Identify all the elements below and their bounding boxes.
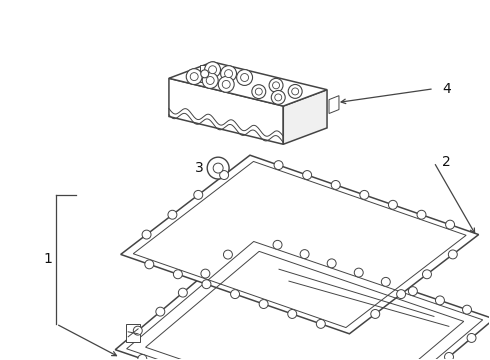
Circle shape [201,269,210,278]
Circle shape [133,326,142,335]
Circle shape [224,69,233,78]
Polygon shape [121,155,479,334]
Circle shape [317,319,325,328]
Circle shape [138,355,147,360]
Circle shape [436,296,444,305]
Circle shape [255,88,262,95]
Circle shape [173,270,182,279]
Circle shape [237,69,252,85]
Circle shape [272,82,279,89]
Circle shape [218,76,234,92]
Circle shape [207,157,229,179]
Circle shape [448,250,457,259]
Circle shape [288,85,302,98]
Text: 2: 2 [442,155,451,169]
Circle shape [223,250,232,259]
Text: 3: 3 [195,161,203,175]
Circle shape [209,66,217,74]
Circle shape [259,300,268,309]
Circle shape [381,278,390,286]
Circle shape [275,94,282,101]
Circle shape [194,190,203,199]
Circle shape [273,240,282,249]
Polygon shape [329,96,339,113]
Circle shape [371,310,380,319]
Circle shape [220,66,237,82]
Circle shape [231,290,240,298]
Circle shape [213,163,223,173]
Circle shape [331,180,340,189]
Circle shape [360,190,369,199]
Circle shape [202,73,218,89]
Circle shape [445,220,455,229]
Polygon shape [115,235,490,360]
Circle shape [463,305,471,314]
Circle shape [274,161,283,170]
Circle shape [222,80,230,88]
Circle shape [422,270,431,279]
Text: 4: 4 [442,82,451,96]
Circle shape [190,73,198,81]
Polygon shape [126,324,140,342]
Circle shape [396,290,406,298]
Circle shape [186,69,202,85]
Polygon shape [169,62,327,106]
Circle shape [220,171,229,180]
Circle shape [389,201,397,209]
Polygon shape [200,65,210,82]
Circle shape [178,288,187,297]
Circle shape [145,260,154,269]
Circle shape [467,333,476,342]
Polygon shape [283,90,327,144]
Circle shape [300,249,309,258]
Circle shape [417,210,426,219]
Circle shape [444,352,453,360]
Circle shape [202,280,211,289]
Circle shape [142,230,151,239]
Polygon shape [169,78,283,144]
Circle shape [303,171,312,180]
Circle shape [354,268,363,277]
Circle shape [269,78,283,92]
Circle shape [206,77,214,85]
Circle shape [205,62,220,78]
Circle shape [327,259,336,268]
Circle shape [201,70,209,78]
Circle shape [408,287,417,296]
Circle shape [168,210,177,219]
Text: 1: 1 [43,252,52,266]
Circle shape [288,310,297,319]
Circle shape [241,73,248,81]
Circle shape [156,307,165,316]
Circle shape [271,90,285,104]
Circle shape [292,88,299,95]
Circle shape [252,85,266,99]
